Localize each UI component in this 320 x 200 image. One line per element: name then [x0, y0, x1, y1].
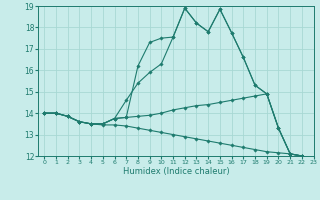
X-axis label: Humidex (Indice chaleur): Humidex (Indice chaleur)	[123, 167, 229, 176]
